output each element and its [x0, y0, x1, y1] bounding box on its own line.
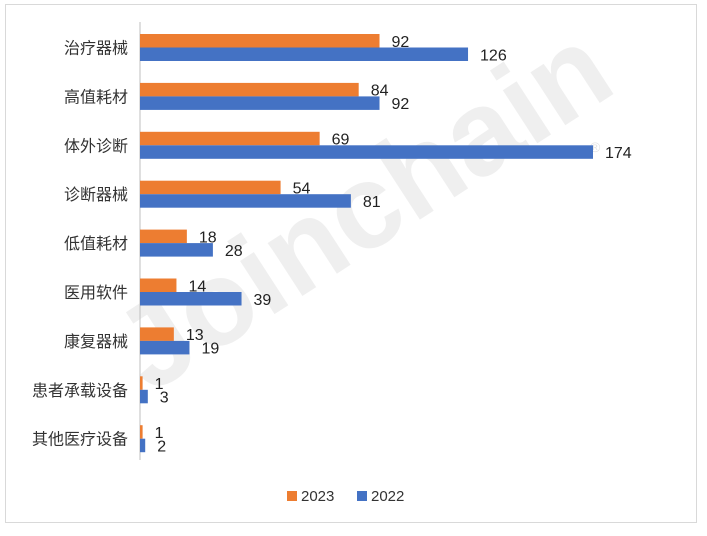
- bar-2023: [140, 327, 174, 341]
- category-label: 低值耗材: [64, 234, 128, 253]
- bar-2023: [140, 278, 177, 292]
- category-label: 体外诊断: [64, 136, 128, 155]
- watermark-registered-mark: ®: [590, 139, 601, 155]
- data-label-2023: 1: [155, 425, 164, 442]
- data-label-2023: 14: [188, 278, 206, 295]
- bar-2023: [140, 376, 143, 390]
- bar-2022: [140, 47, 469, 61]
- data-label-2023: 54: [293, 180, 311, 197]
- data-label-2023: 1: [155, 376, 164, 393]
- legend-swatch-2022: [357, 491, 367, 501]
- category-label: 医用软件: [64, 283, 128, 302]
- bar-2023: [140, 131, 320, 146]
- legend-label-2022: 2022: [371, 488, 404, 505]
- category-label: 患者承载设备: [32, 381, 128, 400]
- bar-2023: [140, 425, 143, 439]
- category-label: 诊断器械: [64, 185, 128, 204]
- category-label: 高值耗材: [64, 87, 128, 106]
- data-label-2023: 18: [199, 229, 217, 246]
- data-label-2023: 84: [371, 83, 389, 100]
- legend: 2023 2022: [287, 488, 404, 505]
- bar-2023: [140, 34, 380, 48]
- bar-2022: [140, 194, 351, 208]
- data-label-2022: 174: [605, 145, 632, 162]
- data-label-2022: 3: [160, 390, 169, 407]
- bar-2023: [140, 229, 187, 244]
- bar-2023: [140, 82, 359, 97]
- data-label-2022: 28: [225, 243, 243, 260]
- bar-2022: [140, 96, 380, 110]
- bar-2022: [140, 292, 242, 306]
- data-label-2022: 126: [480, 47, 507, 64]
- data-label-2022: 19: [201, 341, 219, 358]
- data-label-2022: 81: [363, 194, 381, 211]
- bar-2022: [140, 145, 593, 159]
- data-label-2023: 69: [332, 132, 350, 149]
- bar-2022: [140, 438, 146, 453]
- bar-2022: [140, 389, 148, 404]
- bar-2022: [140, 243, 213, 257]
- category-label: 康复器械: [64, 332, 128, 351]
- legend-label-2023: 2023: [301, 488, 334, 505]
- data-label-2022: 2: [157, 438, 166, 455]
- bar-2023: [140, 180, 281, 195]
- data-label-2023: 13: [186, 327, 204, 344]
- category-label: 治疗器械: [64, 39, 128, 58]
- data-label-2023: 92: [392, 34, 410, 51]
- data-label-2022: 39: [254, 292, 272, 309]
- legend-swatch-2023: [287, 491, 297, 501]
- data-label-2022: 92: [392, 96, 410, 113]
- bar-2022: [140, 340, 190, 355]
- category-label: 其他医疗设备: [32, 430, 128, 449]
